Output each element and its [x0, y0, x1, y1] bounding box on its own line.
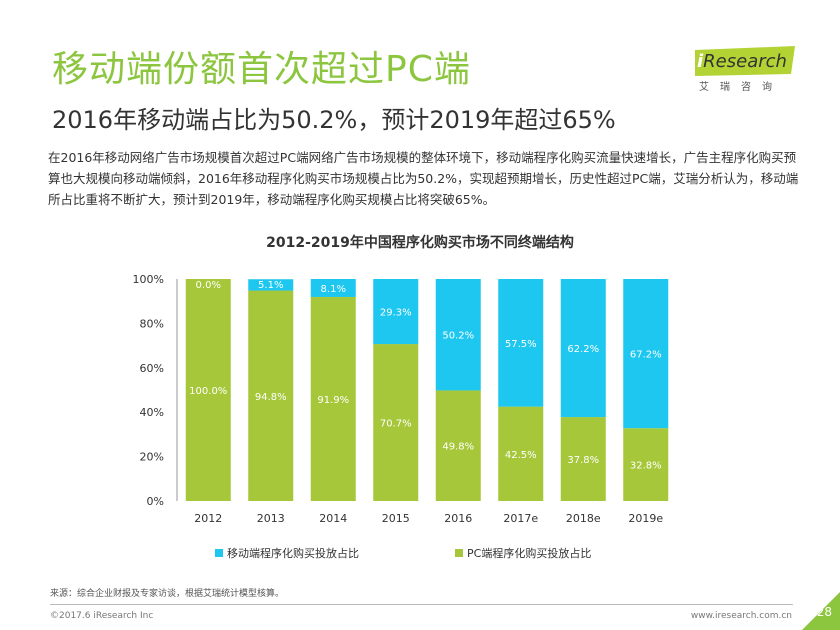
bar-mobile [435, 279, 481, 391]
data-label-mobile: 50.2% [442, 331, 474, 342]
x-tick-label: 2012 [194, 512, 222, 525]
corner-triangle [802, 592, 840, 630]
data-label-pc: 49.8% [442, 442, 474, 453]
body-paragraph: 在2016年移动网络广告市场规模首次超过PC端网络广告市场规模的整体环境下，移动… [48, 150, 799, 207]
footer-divider [50, 604, 793, 605]
y-tick-label: 100% [133, 273, 164, 286]
data-label-mobile: 29.3% [380, 308, 412, 319]
y-tick-label: 80% [140, 317, 164, 330]
page-title: 移动端份额首次超过PC端 [52, 49, 471, 90]
legend-label-mobile: 移动端程序化购买投放占比 [227, 547, 359, 560]
data-label-mobile: 5.1% [258, 280, 283, 291]
bar-mobile [310, 279, 356, 297]
page-subtitle: 2016年移动端占比为50.2%，预计2019年超过65% [52, 106, 616, 134]
stacked-bar-chart: 0% 20% 40% 60% 80% 100% 100.0% 0.0% 2012 94.8% 5.1… [133, 273, 669, 525]
x-tick-label: 2019e [628, 512, 663, 525]
x-tick-label: 2013 [257, 512, 285, 525]
copyright: ©2017.6 iResearch Inc [50, 611, 154, 621]
data-label-pc: 100.0% [189, 386, 227, 397]
logo-prefix: i [697, 51, 704, 72]
data-label-pc: 42.5% [505, 450, 537, 461]
data-label-pc: 94.8% [255, 392, 287, 403]
logo-word: Research [703, 51, 787, 72]
legend-item-pc: PC端程序化购买投放占比 [455, 545, 591, 561]
y-tick-label: 0% [147, 495, 164, 508]
data-label-pc: 32.8% [630, 461, 662, 472]
bar-pc [623, 428, 669, 501]
bar-pc [435, 390, 481, 501]
bar-pc [373, 344, 419, 501]
x-tick-label: 2014 [319, 512, 347, 525]
y-tick-label: 60% [140, 362, 164, 375]
page-number: 28 [816, 605, 832, 619]
legend-item-mobile: 移动端程序化购买投放占比 [215, 545, 359, 561]
logo-green-banner [695, 46, 795, 76]
data-label-pc: 91.9% [317, 395, 349, 406]
data-label-mobile: 67.2% [630, 350, 662, 361]
legend-swatch-pc [455, 549, 463, 557]
bar-pc [248, 290, 294, 501]
bar-mobile [373, 279, 419, 345]
iresearch-logo: iResearch 艾瑞咨询 [695, 46, 800, 98]
data-label-pc: 37.8% [567, 455, 599, 466]
y-tick-label: 40% [140, 406, 164, 419]
bar-mobile [560, 279, 606, 418]
data-label-mobile: 0.0% [196, 280, 221, 291]
bar-mobile [498, 279, 544, 407]
bar-pc [310, 296, 356, 501]
chart-title: 2012-2019年中国程序化购买市场不同终端结构 [266, 235, 574, 251]
bar-pc [185, 279, 231, 501]
logo-wordmark: iResearch [697, 51, 787, 72]
data-label-mobile: 62.2% [567, 344, 599, 355]
bar-pc [498, 406, 544, 501]
x-tick-label: 2016 [444, 512, 472, 525]
legend-swatch-mobile [215, 549, 223, 557]
source-note: 来源：综合企业财报及专家访谈，根据艾瑞统计模型核算。 [50, 589, 285, 599]
x-tick-label: 2015 [382, 512, 410, 525]
data-label-pc: 70.7% [380, 419, 412, 430]
y-tick-label: 20% [140, 451, 164, 464]
logo-chinese: 艾瑞咨询 [699, 82, 783, 93]
bar-mobile [248, 279, 294, 291]
x-tick-label: 2017e [503, 512, 538, 525]
bar-mobile [623, 279, 669, 429]
x-tick-label: 2018e [566, 512, 601, 525]
data-label-mobile: 57.5% [505, 339, 537, 350]
legend-label-pc: PC端程序化购买投放占比 [467, 547, 592, 560]
data-label-mobile: 8.1% [321, 284, 346, 295]
website-link[interactable]: www.iresearch.com.cn [690, 611, 792, 621]
bar-pc [560, 417, 606, 501]
